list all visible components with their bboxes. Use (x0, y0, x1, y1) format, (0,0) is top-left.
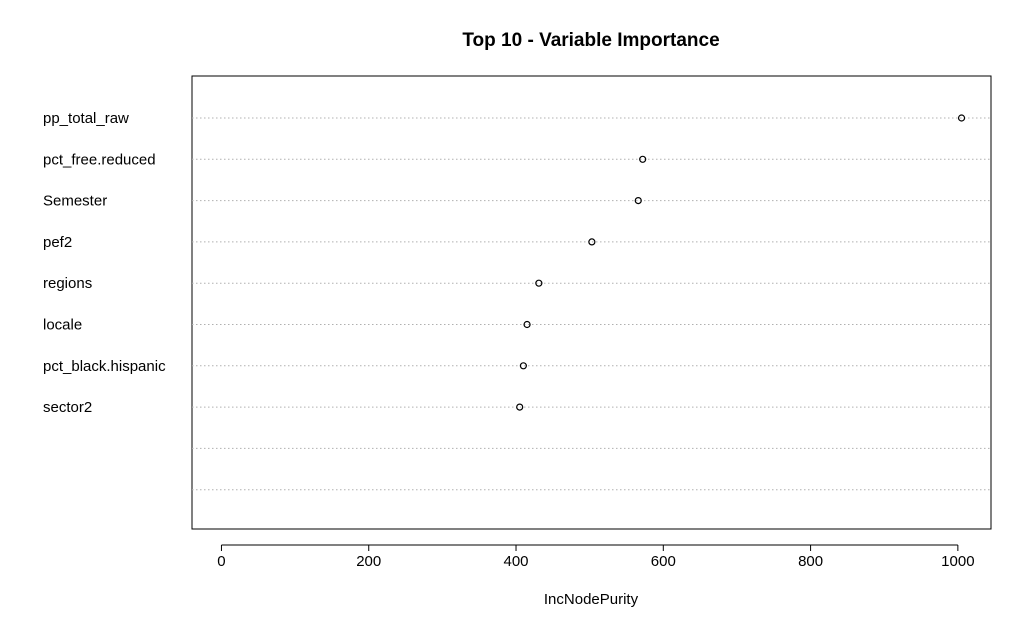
data-point (639, 155, 647, 163)
category-labels: pp_total_raw pct_free.reduced Semester pef2… (43, 110, 166, 416)
data-point (519, 362, 527, 370)
plot-frame (191, 75, 992, 530)
data-point (634, 197, 642, 205)
category-label: regions (43, 275, 92, 292)
data-point (523, 320, 531, 329)
data-point (588, 238, 596, 246)
data-point (535, 279, 543, 287)
x-tick-label: 1000 (941, 553, 974, 570)
chart-title: Top 10 - Variable Importance (462, 30, 719, 51)
category-label: pct_black.hispanic (43, 358, 166, 375)
data-point (957, 114, 966, 122)
x-axis: 0 200 400 600 800 1000 (217, 544, 975, 570)
category-label: sector2 (43, 399, 92, 416)
x-tick-label: 600 (651, 553, 676, 570)
x-tick-label: 800 (798, 553, 823, 570)
x-tick-label: 0 (217, 553, 225, 570)
x-tick-label: 400 (504, 553, 529, 570)
category-label: pp_total_raw (43, 110, 129, 127)
data-points (516, 114, 966, 411)
category-label: locale (43, 317, 82, 334)
category-label: pef2 (43, 234, 72, 251)
category-label: Semester (43, 193, 107, 210)
data-point (516, 403, 524, 411)
grid-lines (192, 117, 991, 491)
x-tick-label: 200 (356, 553, 381, 570)
x-axis-label: IncNodePurity (544, 591, 639, 608)
category-label: pct_free.reduced (43, 151, 156, 168)
